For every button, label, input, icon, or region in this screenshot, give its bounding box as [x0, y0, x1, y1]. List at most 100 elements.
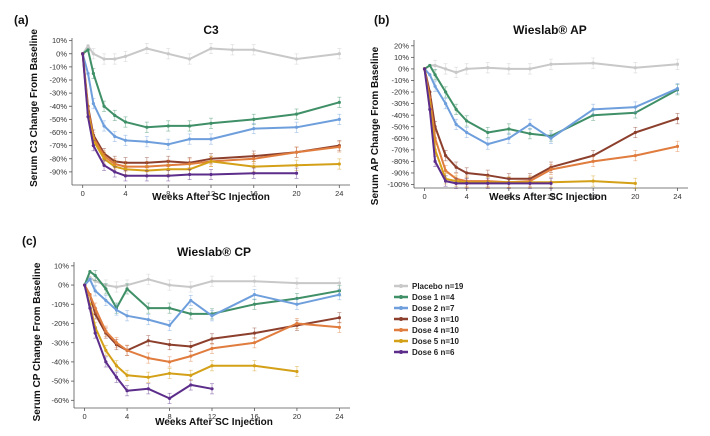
data-point-placebo: [591, 61, 595, 65]
data-point-dose-2: [337, 117, 341, 121]
data-point-dose-5: [591, 179, 595, 183]
data-point-placebo: [102, 57, 106, 61]
data-point-dose-5: [294, 163, 299, 167]
legend-label-dose-1: Dose 1 n=4: [412, 293, 455, 302]
panel-b-title: Wieslab® AP: [513, 23, 587, 37]
data-point-dose-1: [486, 130, 490, 135]
data-point-dose-5: [104, 348, 108, 352]
panel-c-x-tick-label: 16: [250, 412, 258, 421]
panel-a-y-tick-label: -60%: [49, 128, 67, 137]
data-point-dose-1: [444, 90, 448, 94]
data-point-dose-4: [444, 169, 448, 173]
data-point-dose-6: [188, 172, 192, 177]
data-point-dose-2: [507, 136, 511, 140]
data-point-dose-6: [146, 387, 150, 391]
data-point-dose-2: [337, 293, 341, 297]
data-point-dose-4: [252, 341, 257, 345]
data-point-dose-5: [167, 371, 172, 376]
panel-b-series-dose-6: [422, 67, 553, 189]
data-point-dose-1: [209, 121, 213, 125]
data-point-dose-2: [146, 318, 150, 322]
data-point-dose-4: [252, 157, 256, 161]
legend: Placebo n=19 Dose 1 n=4 Dose 2 n=7 Dose …: [394, 282, 464, 357]
panel-b-x-tick-label: 12: [547, 192, 555, 201]
panel-a-y-tick-label: -20%: [49, 76, 67, 85]
data-point-dose-6: [189, 383, 193, 387]
data-point-dose-4: [675, 144, 680, 148]
data-point-dose-6: [113, 170, 117, 174]
data-point-dose-2: [125, 314, 129, 318]
panel-a-y-tick-label: -90%: [49, 167, 67, 176]
data-point-dose-6: [81, 52, 85, 56]
panel-label-c: (c): [22, 234, 37, 248]
panel-b-y-tick-label: 10%: [394, 53, 409, 62]
data-point-dose-1: [146, 306, 150, 310]
legend-item-dose-1: Dose 1 n=4: [394, 293, 455, 302]
data-point-placebo: [433, 63, 437, 68]
panel-b-y-tick-label: -20%: [391, 88, 409, 97]
panel-b-x-tick-label: 4: [465, 192, 469, 201]
data-point-dose-2: [454, 122, 458, 127]
data-point-dose-1: [123, 120, 128, 124]
panel-b-series-placebo: [422, 57, 680, 78]
data-point-dose-2: [528, 122, 532, 127]
data-point-dose-1: [167, 306, 172, 310]
panel-b-y-tick-label: -60%: [391, 134, 409, 143]
legend-marker-dose-2: [399, 306, 403, 310]
panel-c-y-tick-label: -30%: [51, 338, 69, 347]
series-line-dose-4: [81, 53, 340, 168]
panel-c-x-tick-label: 24: [335, 412, 343, 421]
data-point-dose-4: [591, 159, 595, 164]
data-point-dose-6: [93, 331, 97, 335]
series-line-dose-1: [82, 48, 340, 129]
data-point-dose-6: [102, 163, 106, 167]
panel-b-y-tick-label: -100%: [387, 180, 409, 189]
data-point-placebo: [454, 70, 458, 74]
data-point-dose-2: [113, 134, 117, 139]
data-point-dose-4: [210, 346, 214, 351]
data-point-placebo: [86, 44, 90, 48]
panel-c-axes: 10% 0% -10% -20% -30% -40% -50% -60% 0 4 8 12 16 20 24: [51, 261, 350, 421]
data-point-dose-1: [189, 312, 193, 316]
legend-label-dose-5: Dose 5 n=10: [412, 337, 459, 346]
data-point-placebo: [337, 281, 341, 285]
data-point-dose-6: [507, 181, 511, 185]
panel-b-y-tick-label: -90%: [391, 169, 409, 178]
data-point-dose-1: [188, 124, 192, 128]
data-point-placebo: [252, 48, 256, 52]
panel-a-series: [81, 43, 342, 182]
data-point-dose-3: [189, 344, 193, 349]
series-line-dose-6: [83, 284, 213, 400]
data-point-placebo: [230, 48, 234, 52]
data-point-dose-2: [123, 138, 128, 142]
data-point-dose-1: [145, 125, 149, 129]
panel-c-series-dose-4: [83, 283, 342, 368]
data-point-dose-6: [252, 171, 256, 175]
panel-b-y-tick-label: 20%: [394, 41, 409, 50]
data-point-placebo: [528, 67, 532, 71]
data-point-dose-3: [167, 343, 172, 347]
data-point-dose-5: [189, 373, 193, 377]
data-point-dose-6: [125, 389, 129, 393]
panel-c-x-tick-label: 12: [208, 412, 216, 421]
panel-b-y-tick-label: 0%: [398, 65, 409, 74]
series-line-dose-3: [81, 53, 340, 164]
panel-a-axes: 10% 0% -10% -20% -30% -40% -50% -60% -70% -80% -90…: [49, 36, 350, 198]
data-point-dose-1: [102, 104, 106, 108]
series-line-dose-5: [83, 284, 298, 379]
series-line-placebo: [81, 44, 340, 60]
panel-a-y-axis-label: Serum C3 Change From Baseline: [29, 29, 40, 187]
panel-c-x-tick-label: 20: [293, 412, 301, 421]
data-point-dose-4: [337, 325, 341, 329]
data-point-dose-5: [102, 157, 106, 161]
data-point-dose-6: [114, 375, 119, 379]
data-point-dose-2: [104, 298, 108, 303]
data-point-dose-1: [125, 287, 129, 291]
data-point-dose-4: [549, 167, 553, 172]
data-point-placebo: [294, 57, 299, 61]
panel-a-x-tick-label: 20: [292, 189, 300, 198]
data-point-dose-4: [114, 341, 119, 345]
data-point-dose-2: [675, 86, 680, 91]
panel-a-y-tick-label: -80%: [49, 154, 67, 163]
panel-b-y-tick-label: -40%: [391, 111, 409, 120]
